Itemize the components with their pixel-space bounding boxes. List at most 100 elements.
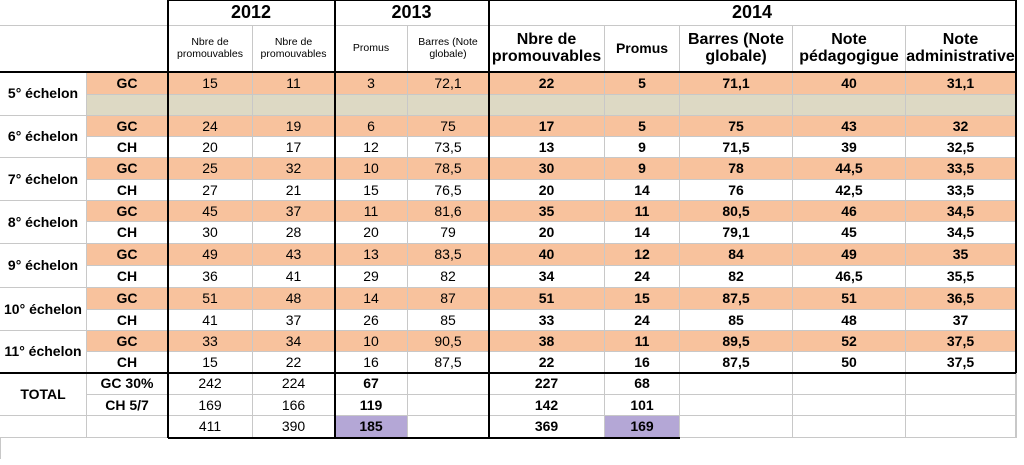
data-cell: 37,5: [906, 352, 1016, 373]
header-promouvables-2013: Nbre de promouvables: [253, 26, 335, 72]
data-cell: 76,5: [408, 180, 489, 201]
data-cell: 87: [408, 288, 489, 310]
border-line: [0, 71, 1016, 73]
row-type-label: CH: [87, 222, 168, 244]
data-cell: 85: [408, 310, 489, 331]
header-promouvables-2012: Nbre de promouvables: [168, 26, 253, 72]
data-cell: 27: [168, 180, 253, 201]
data-cell: 39: [793, 137, 906, 158]
data-cell: 90,5: [408, 331, 489, 352]
data-cell: 14: [605, 180, 680, 201]
data-cell: 9: [605, 158, 680, 180]
data-cell: 10: [335, 158, 408, 180]
data-cell: 16: [335, 352, 408, 373]
total-cell: 390: [253, 416, 335, 438]
data-cell: 50: [793, 352, 906, 373]
echelon-label: 10° échelon: [0, 288, 87, 331]
border-line: [488, 0, 490, 438]
row-type-label: CH: [87, 310, 168, 331]
echelon-label: 7° échelon: [0, 158, 87, 201]
row-type-label: GC: [87, 116, 168, 137]
data-cell: 41: [168, 310, 253, 331]
data-cell: 37: [253, 201, 335, 222]
border-line: [167, 0, 169, 438]
data-cell: 11: [253, 72, 335, 95]
data-cell: 22: [489, 72, 605, 95]
data-cell: [680, 95, 793, 116]
data-cell: 78,5: [408, 158, 489, 180]
data-cell: 71,1: [680, 72, 793, 95]
data-cell: 35: [906, 244, 1016, 266]
data-cell: 40: [489, 244, 605, 266]
total-label: TOTAL: [0, 373, 87, 416]
data-cell: 80,5: [680, 201, 793, 222]
row-type-label: [87, 95, 168, 116]
data-cell: 11: [335, 201, 408, 222]
border-line: [168, 437, 680, 439]
row-type-label: CH: [87, 266, 168, 288]
data-cell: 48: [793, 310, 906, 331]
header-barres-2013: Barres (Note globale): [408, 26, 489, 72]
data-cell: 26: [335, 310, 408, 331]
data-cell: 24: [168, 116, 253, 137]
data-cell: 36: [168, 266, 253, 288]
data-cell: 72,1: [408, 72, 489, 95]
data-cell: 3: [335, 72, 408, 95]
data-cell: 51: [793, 288, 906, 310]
data-cell: 12: [335, 137, 408, 158]
data-cell: 16: [605, 352, 680, 373]
empty-cell: [1016, 416, 1017, 438]
echelon-label: 9° échelon: [0, 244, 87, 288]
data-cell: 21: [253, 180, 335, 201]
total-cell: 119: [335, 395, 408, 416]
data-cell: 30: [168, 222, 253, 244]
data-cell: 82: [680, 266, 793, 288]
row-type-label: GC: [87, 244, 168, 266]
data-cell: 13: [335, 244, 408, 266]
total-cell: [680, 373, 793, 395]
data-cell: 48: [253, 288, 335, 310]
data-cell: 20: [489, 222, 605, 244]
data-cell: 75: [680, 116, 793, 137]
header-promus-2013: Promus: [335, 26, 408, 72]
header-note-administrative: Note administrative: [906, 26, 1016, 72]
total-cell: 101: [605, 395, 680, 416]
empty-cell: [1016, 373, 1017, 395]
total-type-label: CH 5/7: [87, 395, 168, 416]
data-cell: 15: [605, 288, 680, 310]
echelon-label: 8° échelon: [0, 201, 87, 244]
total-cell: [408, 416, 489, 438]
year-2014-header: 2014: [489, 0, 1016, 26]
total-cell: 169: [168, 395, 253, 416]
data-cell: 83,5: [408, 244, 489, 266]
total-cell: 142: [489, 395, 605, 416]
year-2012-header: 2012: [168, 0, 335, 26]
data-cell: 82: [408, 266, 489, 288]
total-cell: [408, 373, 489, 395]
data-cell: [489, 95, 605, 116]
data-cell: 24: [605, 310, 680, 331]
data-cell: 46,5: [793, 266, 906, 288]
data-cell: 52: [793, 331, 906, 352]
data-cell: 9: [605, 137, 680, 158]
data-cell: 41: [253, 266, 335, 288]
data-cell: 79,1: [680, 222, 793, 244]
border-line: [1015, 0, 1017, 373]
row-type-label: GC: [87, 331, 168, 352]
data-cell: 87,5: [408, 352, 489, 373]
data-cell: 76: [680, 180, 793, 201]
data-cell: 32: [906, 116, 1016, 137]
data-cell: 43: [793, 116, 906, 137]
data-cell: 45: [168, 201, 253, 222]
data-cell: 32,5: [906, 137, 1016, 158]
echelon-label: 5° échelon: [0, 72, 87, 116]
data-cell: 6: [335, 116, 408, 137]
total-cell: [793, 373, 906, 395]
data-cell: [335, 95, 408, 116]
data-cell: 71,5: [680, 137, 793, 158]
data-cell: [605, 95, 680, 116]
data-cell: 85: [680, 310, 793, 331]
data-cell: 24: [605, 266, 680, 288]
total-cell: [793, 395, 906, 416]
data-cell: 46: [793, 201, 906, 222]
